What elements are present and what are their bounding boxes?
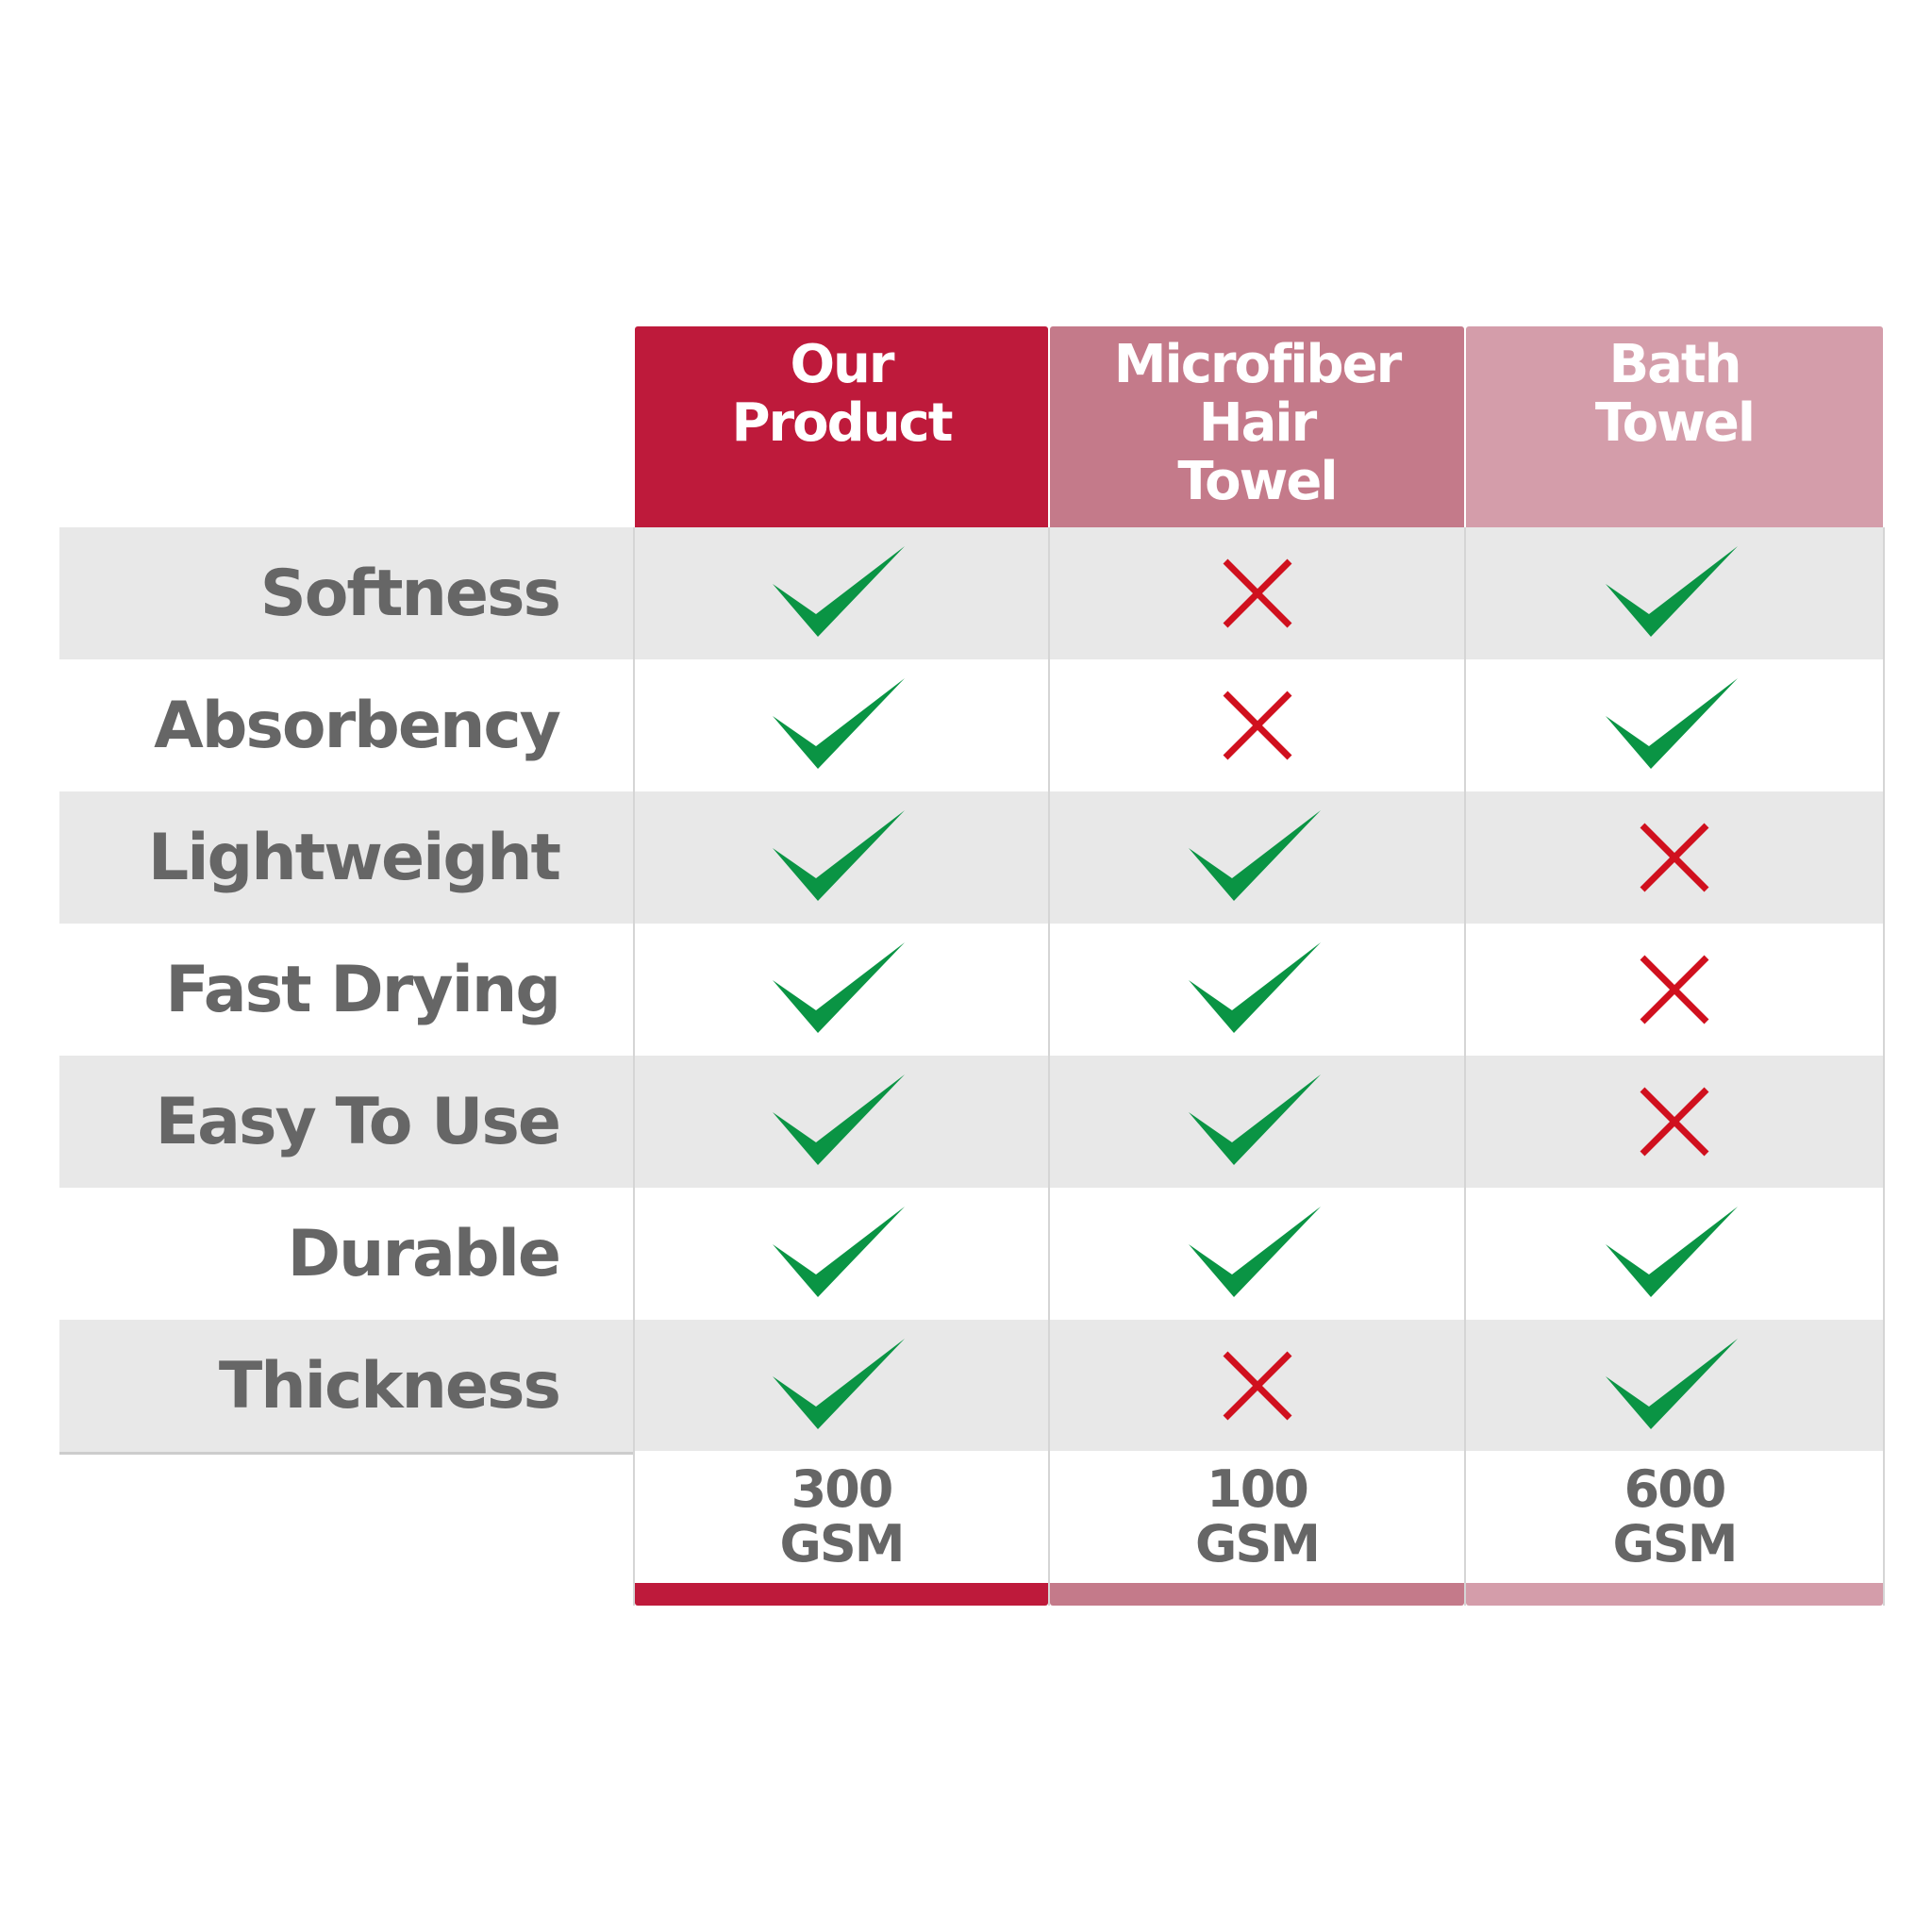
header-text: Bath: [1608, 334, 1741, 395]
table-row: [59, 1320, 1883, 1452]
check-icon: [1050, 924, 1464, 1056]
header-text: Towel: [1594, 392, 1756, 454]
column-header: Bath Towel: [1466, 326, 1883, 527]
gsm-text: GSM: [779, 1514, 906, 1574]
header-text: Towel: [1177, 451, 1338, 512]
gsm-value: 100 GSM: [1050, 1451, 1464, 1583]
table-row: [59, 659, 1883, 791]
row-label: Thickness: [218, 1348, 561, 1424]
gsm-value: 300 GSM: [635, 1451, 1048, 1583]
header-text: Our: [790, 334, 894, 395]
check-icon: [1050, 791, 1464, 924]
label-column-edge: [59, 1452, 635, 1455]
gsm-text: 300: [791, 1459, 894, 1519]
check-icon: [635, 924, 1048, 1056]
check-icon: [1466, 1188, 1883, 1320]
check-icon: [635, 659, 1048, 791]
column-divider: [1048, 527, 1050, 1606]
column-divider: [1883, 527, 1885, 1606]
column-divider: [1464, 527, 1466, 1606]
gsm-value: 600 GSM: [1466, 1451, 1883, 1583]
column-header: Microfiber Hair Towel: [1050, 326, 1464, 527]
cross-icon: [1050, 527, 1464, 659]
check-icon: [1466, 659, 1883, 791]
header-text: Hair: [1198, 392, 1317, 454]
gsm-row: [635, 1451, 1883, 1583]
check-icon: [635, 1188, 1048, 1320]
check-icon: [1050, 1188, 1464, 1320]
gsm-text: 100: [1207, 1459, 1309, 1519]
gsm-text: GSM: [1612, 1514, 1739, 1574]
row-label: Softness: [259, 556, 561, 631]
column-footer-bar: [1466, 1583, 1883, 1606]
row-label: Easy To Use: [155, 1084, 561, 1159]
table-row: [59, 1188, 1883, 1320]
cross-icon: [1050, 659, 1464, 791]
gsm-text: 600: [1624, 1459, 1727, 1519]
table-row: [59, 924, 1883, 1056]
row-label: Fast Drying: [165, 952, 561, 1027]
check-icon: [1466, 1320, 1883, 1452]
check-icon: [635, 1056, 1048, 1188]
check-icon: [635, 791, 1048, 924]
column-footer-bar: [635, 1583, 1048, 1606]
check-icon: [635, 527, 1048, 659]
cross-icon: [1466, 924, 1883, 1056]
column-divider: [633, 527, 635, 1606]
gsm-text: GSM: [1195, 1514, 1321, 1574]
cross-icon: [1050, 1320, 1464, 1452]
table-row: [59, 791, 1883, 924]
column-header: Our Product: [635, 326, 1048, 527]
row-label: Absorbency: [154, 688, 561, 763]
row-label: Durable: [287, 1216, 561, 1291]
header-text: Microfiber: [1113, 334, 1402, 395]
header-text: Product: [731, 392, 953, 454]
check-icon: [1466, 527, 1883, 659]
table-row: [59, 1056, 1883, 1188]
table-row: [59, 527, 1883, 659]
row-label: Lightweight: [147, 820, 561, 895]
check-icon: [1050, 1056, 1464, 1188]
cross-icon: [1466, 791, 1883, 924]
cross-icon: [1466, 1056, 1883, 1188]
column-footer-bar: [1050, 1583, 1464, 1606]
check-icon: [635, 1320, 1048, 1452]
